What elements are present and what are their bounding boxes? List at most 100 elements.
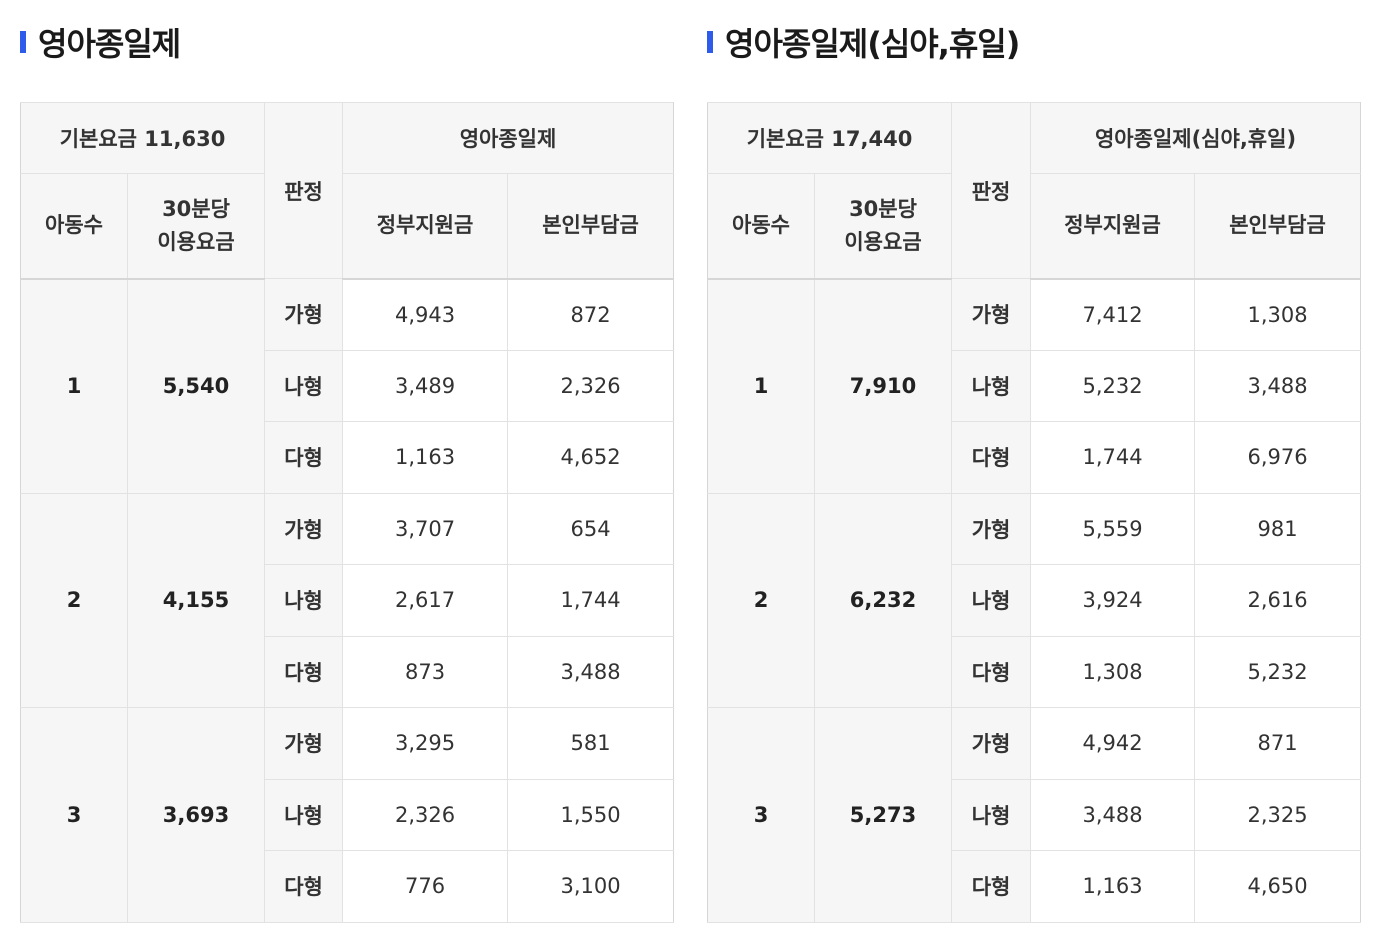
table-row: 나형 5,232 3,488 [708, 349, 1362, 422]
self-pay-value: 5,232 [1194, 635, 1362, 708]
gov-support-value: 776 [342, 850, 509, 923]
judgment-header: 판정 [264, 102, 344, 279]
children-count: 2 [707, 492, 815, 708]
grade-label: 가형 [264, 492, 344, 565]
table-row: 3 3,693 가형 3,295 581 [20, 707, 675, 923]
table-row: 2 4,155 가형 3,707 654 [20, 492, 675, 708]
gov-support-value: 873 [342, 635, 509, 708]
table-row: 다형 1,308 5,232 [708, 635, 1362, 708]
section-heading: 영아종일제 [20, 22, 181, 63]
children-count: 1 [707, 278, 815, 494]
base-fee-header: 기본요금 11,630 [19, 102, 266, 174]
grade-label: 나형 [264, 564, 344, 637]
self-pay-value: 872 [507, 278, 675, 351]
gov-support-value: 2,617 [342, 564, 509, 637]
table-row: 1 7,910 가형 7,412 1,308 [707, 278, 1362, 494]
gov-support-value: 3,707 [342, 492, 509, 565]
table-row: 다형 1,163 4,650 [708, 850, 1362, 923]
table-row: 나형 2,326 1,550 [21, 778, 675, 851]
gov-support-value: 5,559 [1030, 492, 1196, 565]
base-fee-header: 기본요금 17,440 [706, 102, 953, 174]
group-header: 영아종일제 [342, 102, 675, 174]
grade-label: 다형 [264, 635, 344, 708]
table-row: 다형 873 3,488 [21, 635, 675, 708]
per30-header: 30분당 이용요금 [813, 173, 953, 280]
table-row: 3 5,273 가형 4,942 871 [707, 707, 1362, 923]
per30-line1: 30분당 [162, 196, 230, 221]
gov-support-value: 4,943 [342, 278, 509, 351]
judgment-header: 판정 [951, 102, 1032, 279]
fee-table: 기본요금 17,440 판정 영아종일제(심야,휴일) 아동수 30분당 이용요금… [706, 102, 1362, 923]
rate-per-30min: 7,910 [813, 278, 953, 494]
table-row: 1 5,540 가형 4,943 872 [20, 278, 675, 494]
gov-support-header: 정부지원금 [342, 173, 509, 280]
grade-label: 나형 [951, 349, 1032, 422]
rate-per-30min: 4,155 [126, 492, 266, 708]
per30-line2: 이용요금 [157, 229, 235, 254]
self-pay-header: 본인부담금 [1194, 173, 1362, 280]
per30-line1: 30분당 [849, 196, 917, 221]
grade-label: 가형 [951, 707, 1032, 780]
children-count: 3 [707, 707, 815, 923]
table-row: 나형 2,617 1,744 [21, 564, 675, 637]
grade-label: 다형 [951, 850, 1032, 923]
rate-per-30min: 5,273 [813, 707, 953, 923]
grade-label: 가형 [951, 492, 1032, 565]
gov-support-value: 1,308 [1030, 635, 1196, 708]
self-pay-header: 본인부담금 [507, 173, 675, 280]
children-count: 3 [20, 707, 128, 923]
gov-support-value: 2,326 [342, 778, 509, 851]
grade-label: 가형 [951, 278, 1032, 351]
gov-support-value: 3,489 [342, 349, 509, 422]
gov-support-value: 3,295 [342, 707, 509, 780]
grade-label: 나형 [951, 564, 1032, 637]
grade-label: 다형 [951, 421, 1032, 494]
table-row: 나형 3,488 2,325 [708, 778, 1362, 851]
gov-support-value: 3,488 [1030, 778, 1196, 851]
heading-accent-bar [707, 31, 713, 53]
gov-support-header: 정부지원금 [1030, 173, 1196, 280]
gov-support-value: 3,924 [1030, 564, 1196, 637]
self-pay-value: 1,308 [1194, 278, 1362, 351]
table-row: 다형 1,744 6,976 [708, 421, 1362, 494]
grade-label: 나형 [264, 778, 344, 851]
section-heading: 영아종일제(심야,휴일) [707, 22, 1020, 63]
children-count: 1 [20, 278, 128, 494]
children-header: 아동수 [707, 173, 815, 280]
self-pay-value: 1,550 [507, 778, 675, 851]
gov-support-value: 4,942 [1030, 707, 1196, 780]
grade-label: 나형 [264, 349, 344, 422]
self-pay-value: 3,488 [1194, 349, 1362, 422]
self-pay-value: 3,100 [507, 850, 675, 923]
gov-support-value: 5,232 [1030, 349, 1196, 422]
children-header: 아동수 [20, 173, 128, 280]
gov-support-value: 1,744 [1030, 421, 1196, 494]
self-pay-value: 2,616 [1194, 564, 1362, 637]
gov-support-value: 1,163 [1030, 850, 1196, 923]
self-pay-value: 4,652 [507, 421, 675, 494]
group-header: 영아종일제(심야,휴일) [1030, 102, 1362, 174]
section-title: 영아종일제(심야,휴일) [725, 25, 1020, 63]
grade-label: 다형 [264, 850, 344, 923]
self-pay-value: 4,650 [1194, 850, 1362, 923]
table-row: 다형 776 3,100 [21, 850, 675, 923]
grade-label: 가형 [264, 707, 344, 780]
self-pay-value: 2,326 [507, 349, 675, 422]
heading-accent-bar [20, 31, 26, 53]
self-pay-value: 871 [1194, 707, 1362, 780]
self-pay-value: 981 [1194, 492, 1362, 565]
section-title: 영아종일제 [38, 25, 181, 63]
self-pay-value: 581 [507, 707, 675, 780]
self-pay-value: 1,744 [507, 564, 675, 637]
gov-support-value: 1,163 [342, 421, 509, 494]
grade-label: 다형 [264, 421, 344, 494]
grade-label: 다형 [951, 635, 1032, 708]
table-row: 나형 3,924 2,616 [708, 564, 1362, 637]
rate-per-30min: 3,693 [126, 707, 266, 923]
rate-per-30min: 6,232 [813, 492, 953, 708]
fee-table: 기본요금 11,630 판정 영아종일제 아동수 30분당 이용요금 정부지원금 … [19, 102, 675, 923]
self-pay-value: 6,976 [1194, 421, 1362, 494]
table-row: 다형 1,163 4,652 [21, 421, 675, 494]
rate-per-30min: 5,540 [126, 278, 266, 494]
